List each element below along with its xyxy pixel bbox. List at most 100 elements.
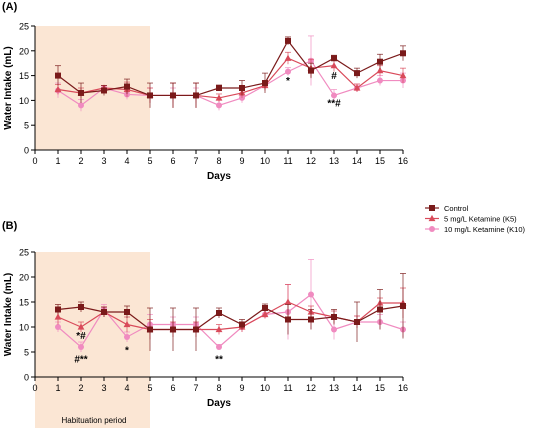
series-line [57,39,404,97]
x-tick-label: 12 [306,156,316,166]
x-tick-label: 1 [55,383,60,393]
data-point [399,72,407,79]
y-tick-label: 10 [19,323,29,333]
data-point [354,319,360,325]
data-point [216,310,222,316]
x-tick-label: 9 [239,383,244,393]
significance-annotation: #** [74,355,87,366]
data-point [331,55,337,62]
x-tick-label: 0 [32,156,37,166]
data-point [147,326,153,333]
data-point [78,89,84,96]
panel-label: (B) [2,220,18,232]
data-point [215,94,223,101]
x-tick-label: 1 [55,156,60,166]
data-point [55,306,61,313]
data-point [284,54,292,61]
significance-annotation: * [125,346,129,357]
data-point [216,85,222,91]
series-line [57,293,404,348]
x-tick-label: 5 [147,156,152,166]
data-point [400,50,406,57]
y-tick-label: 5 [24,121,29,131]
data-point [170,92,176,99]
data-point [124,83,130,90]
significance-annotation: * [286,76,290,87]
panel-label: (A) [2,1,18,13]
legend-entry-k5: 5 mg/L Ketamine (K5) [425,215,517,224]
series-line [57,305,404,331]
y-tick-label: 0 [24,146,29,156]
data-point [215,325,223,333]
data-point [377,306,383,313]
x-tick-label: 2 [78,156,83,166]
data-point [284,298,292,305]
x-tick-label: 10 [260,156,270,166]
series-control [55,36,406,108]
legend-label: Control [444,204,469,213]
data-point [261,310,269,318]
x-tick-label: 11 [283,156,292,166]
data-point [376,67,384,74]
legend-marker [429,226,435,232]
series-control [55,273,406,351]
data-point [285,68,291,75]
x-tick-label: 0 [32,383,37,393]
data-point [353,84,361,91]
x-tick-label: 15 [375,383,385,393]
habituation-shading [35,26,150,150]
x-tick-label: 2 [78,383,83,393]
data-point [123,320,131,328]
significance-annotation: # [331,71,337,82]
y-tick-label: 25 [19,22,29,32]
data-point [308,67,314,74]
significance-annotation: ** [215,355,223,366]
legend-label: 10 mg/L Ketamine (K10) [444,225,526,234]
data-point [330,62,338,69]
data-point [331,326,337,333]
x-tick-label: 16 [398,156,408,166]
legend-marker [428,214,436,222]
x-tick-label: 14 [352,156,362,166]
data-point [124,334,130,340]
data-point [193,326,199,333]
x-tick-label: 14 [352,383,362,393]
x-tick-label: 10 [260,383,270,393]
data-point [239,321,245,328]
data-point [308,316,314,323]
x-axis-title: Days [207,171,231,182]
data-point [101,309,107,315]
legend-label: 5 mg/L Ketamine (K5) [444,215,517,224]
data-point [216,344,222,350]
legend-marker [429,205,435,211]
y-tick-label: 20 [19,273,29,283]
data-point [262,305,268,311]
significance-annotation: **# [327,98,341,109]
y-axis-title: Water Intake (mL) [3,46,14,130]
data-point [285,316,291,323]
data-point [354,70,360,77]
y-tick-label: 15 [19,298,29,308]
data-point [331,314,337,320]
data-point [54,85,62,93]
data-point [193,92,199,99]
data-point [55,324,61,330]
y-tick-label: 5 [24,348,29,358]
data-point [54,313,62,320]
x-tick-label: 4 [124,383,129,393]
data-point [147,92,153,99]
data-point [78,304,84,310]
significance-annotation: *# [76,331,86,342]
data-point [308,291,314,298]
legend-entry-k10: 10 mg/L Ketamine (K10) [425,225,526,234]
x-tick-label: 6 [170,156,175,166]
x-tick-label: 3 [101,156,106,166]
x-tick-label: 3 [101,383,106,393]
data-point [55,72,61,79]
x-tick-label: 5 [147,383,152,393]
y-tick-label: 20 [19,46,29,56]
x-tick-label: 13 [329,383,339,393]
